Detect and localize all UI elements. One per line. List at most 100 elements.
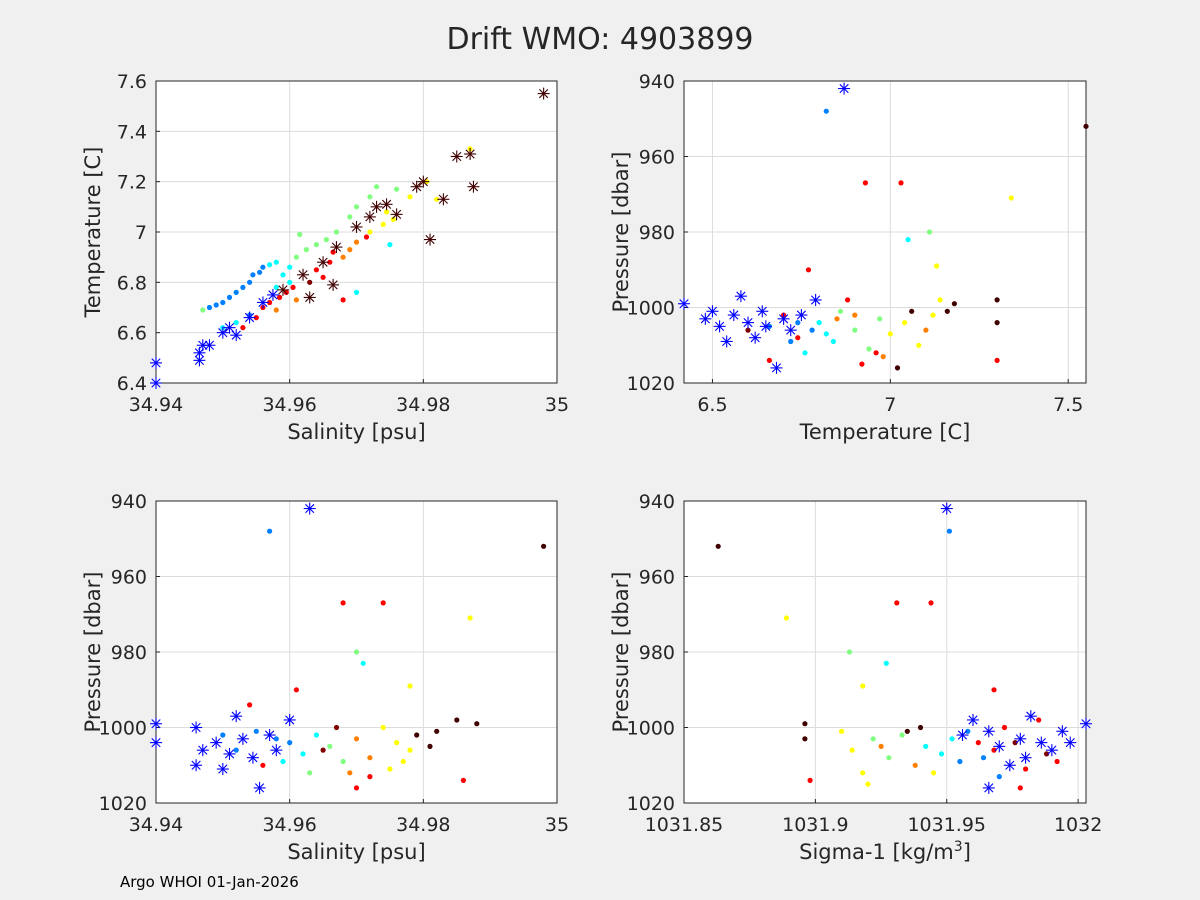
data-point: [367, 755, 373, 761]
star-marker: [380, 198, 393, 211]
data-point: [1044, 751, 1050, 757]
data-point: [293, 254, 299, 260]
y-tick-label: 6.8: [117, 272, 147, 294]
data-point: [949, 736, 955, 742]
star-marker: [253, 781, 266, 794]
star-marker: [956, 729, 969, 742]
data-point: [859, 361, 865, 367]
data-point: [367, 774, 373, 780]
star-marker: [450, 150, 463, 163]
x-axis-label: Sigma-1 [kg/m3]: [799, 839, 971, 864]
y-tick-label: 1000: [627, 298, 675, 320]
star-marker: [150, 717, 162, 730]
data-point: [253, 728, 259, 734]
star-marker: [263, 729, 276, 742]
axes-box: [683, 500, 1087, 804]
data-point: [414, 732, 420, 738]
data-point: [994, 320, 1000, 326]
data-point: [313, 242, 319, 248]
x-tick-label: 6.5: [697, 394, 727, 416]
x-tick-label: 7: [884, 394, 896, 416]
star-marker: [190, 721, 203, 734]
star-marker: [809, 293, 822, 306]
x-tick-label: 1031.85: [645, 814, 724, 836]
star-marker: [236, 732, 249, 745]
data-point: [387, 766, 393, 772]
star-marker: [467, 180, 480, 193]
x-tick-label: 35: [545, 814, 569, 836]
y-tick-label: 940: [639, 71, 675, 93]
star-marker: [283, 713, 296, 726]
data-point: [994, 297, 1000, 303]
data-point: [353, 736, 360, 742]
data-point: [862, 180, 869, 186]
data-point: [899, 732, 905, 738]
star-marker: [982, 725, 995, 738]
data-point: [837, 308, 844, 314]
x-tick-label: 1031.9: [782, 814, 848, 836]
data-point: [996, 774, 1002, 780]
data-point: [802, 350, 808, 356]
y-tick-label: 1020: [627, 373, 675, 395]
data-point: [860, 683, 866, 689]
data-point: [303, 247, 309, 253]
data-point: [333, 724, 340, 731]
data-point: [937, 297, 943, 303]
data-point: [980, 755, 987, 761]
data-point: [816, 320, 822, 326]
data-point: [878, 743, 884, 750]
panel-sp: 34.94 34.96 34.98 35 940 960 980 1000 1020 Salini…: [81, 491, 569, 864]
x-axis-label: Temperature [C]: [799, 420, 971, 444]
data-point: [407, 683, 413, 689]
data-point: [839, 728, 845, 734]
data-point: [340, 254, 346, 260]
star-marker: [1045, 744, 1058, 757]
data-point: [273, 736, 279, 742]
star-marker: [706, 305, 719, 318]
star-marker: [940, 502, 953, 515]
data-point: [883, 660, 889, 666]
data-point: [277, 294, 283, 300]
x-tick-label: 34.96: [262, 814, 316, 836]
data-point: [340, 297, 346, 303]
data-point: [313, 732, 319, 738]
star-marker: [1056, 725, 1069, 738]
y-tick-label: 1000: [627, 718, 675, 740]
data-point: [240, 284, 246, 290]
data-point: [807, 777, 813, 784]
axes-box: [155, 80, 558, 384]
star-marker: [713, 320, 726, 333]
data-point: [250, 272, 256, 278]
star-marker: [993, 740, 1006, 753]
data-point: [830, 338, 837, 345]
data-point: [407, 194, 413, 200]
data-point: [905, 237, 911, 243]
data-point: [283, 289, 289, 295]
data-point: [260, 264, 266, 270]
star-marker: [770, 361, 783, 374]
data-point: [233, 289, 239, 295]
data-point: [220, 299, 226, 306]
panel-tp: 6.5 7 7.5 940 960 980 1000 1020 Temperature [C] P…: [609, 71, 1089, 444]
y-tick-label: 1020: [627, 793, 675, 815]
data-point: [766, 357, 773, 363]
data-point: [1008, 195, 1014, 201]
x-axis-label: Salinity [psu]: [287, 420, 425, 444]
star-marker: [756, 305, 769, 318]
data-point: [886, 755, 892, 761]
data-point: [287, 264, 293, 270]
star-marker: [223, 747, 236, 760]
data-point: [1001, 724, 1008, 731]
data-point: [280, 272, 286, 278]
data-point: [965, 728, 971, 734]
y-tick-label: 940: [111, 491, 147, 513]
star-marker: [303, 291, 316, 304]
star-marker: [464, 147, 477, 160]
data-point: [474, 721, 480, 727]
data-point: [290, 284, 296, 290]
x-tick-label: 34.96: [262, 394, 316, 416]
data-point: [353, 649, 360, 655]
data-point: [460, 777, 466, 784]
data-point: [297, 231, 303, 238]
data-point: [353, 204, 360, 210]
